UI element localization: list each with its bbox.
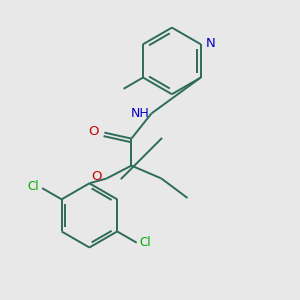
Text: O: O [91, 170, 102, 184]
Text: Cl: Cl [28, 180, 39, 193]
Text: O: O [88, 124, 99, 138]
Text: Cl: Cl [140, 236, 151, 249]
Text: NH: NH [131, 107, 150, 120]
Text: N: N [206, 37, 215, 50]
